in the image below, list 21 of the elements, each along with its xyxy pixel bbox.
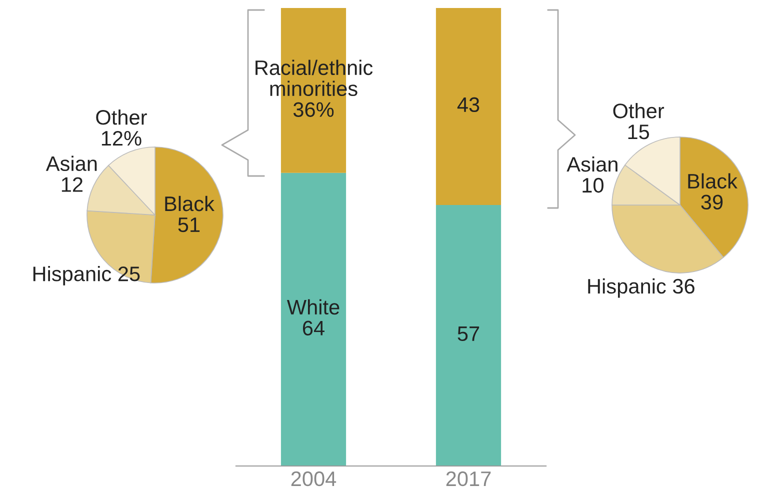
slice-label: Hispanic 36	[588, 278, 694, 298]
slice-label: Other	[96, 109, 147, 125]
x-tick-label: 2017	[446, 471, 491, 486]
data-label: 43	[457, 97, 480, 112]
data-label: 12	[62, 177, 82, 192]
data-label: 15	[628, 124, 650, 140]
slice-label: Asian	[566, 156, 618, 172]
slice-label: Black	[688, 173, 738, 189]
data-label: 64	[302, 320, 324, 336]
data-label: 36%	[293, 102, 334, 117]
data-label: 39	[701, 194, 723, 210]
series-label: White	[286, 299, 340, 315]
slice-label: Hispanic 25	[33, 266, 140, 286]
data-label: 10	[582, 178, 604, 193]
x-tick-label: 2004	[291, 471, 336, 486]
slice-label: Other	[613, 103, 664, 118]
data-label: 12%	[102, 130, 142, 146]
data-label: 57	[458, 326, 480, 342]
data-label: 51	[178, 218, 200, 232]
slice-label: Asian	[46, 156, 97, 172]
slice-label: Black	[165, 196, 214, 212]
